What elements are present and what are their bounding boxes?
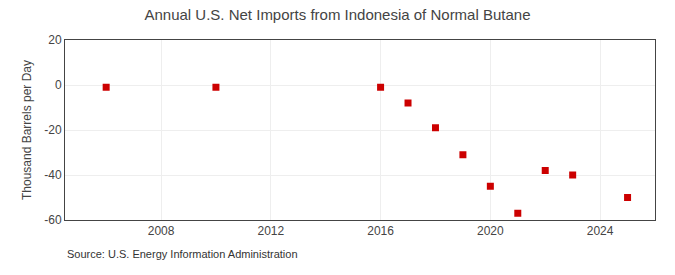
svg-text:0: 0 [55,78,62,92]
svg-text:20: 20 [48,33,62,47]
svg-text:2024: 2024 [587,224,614,238]
svg-text:2016: 2016 [367,224,394,238]
svg-text:-40: -40 [44,168,62,182]
svg-text:2012: 2012 [257,224,284,238]
svg-text:2008: 2008 [148,224,175,238]
svg-text:Annual U.S. Net Imports from I: Annual U.S. Net Imports from Indonesia o… [144,6,530,23]
svg-text:2020: 2020 [477,224,504,238]
svg-text:-20: -20 [44,123,62,137]
svg-text:-60: -60 [44,213,62,227]
svg-text:Thousand Barrels per Day: Thousand Barrels per Day [20,60,34,200]
svg-text:Source: U.S. Energy Informatio: Source: U.S. Energy Information Administ… [67,248,298,260]
